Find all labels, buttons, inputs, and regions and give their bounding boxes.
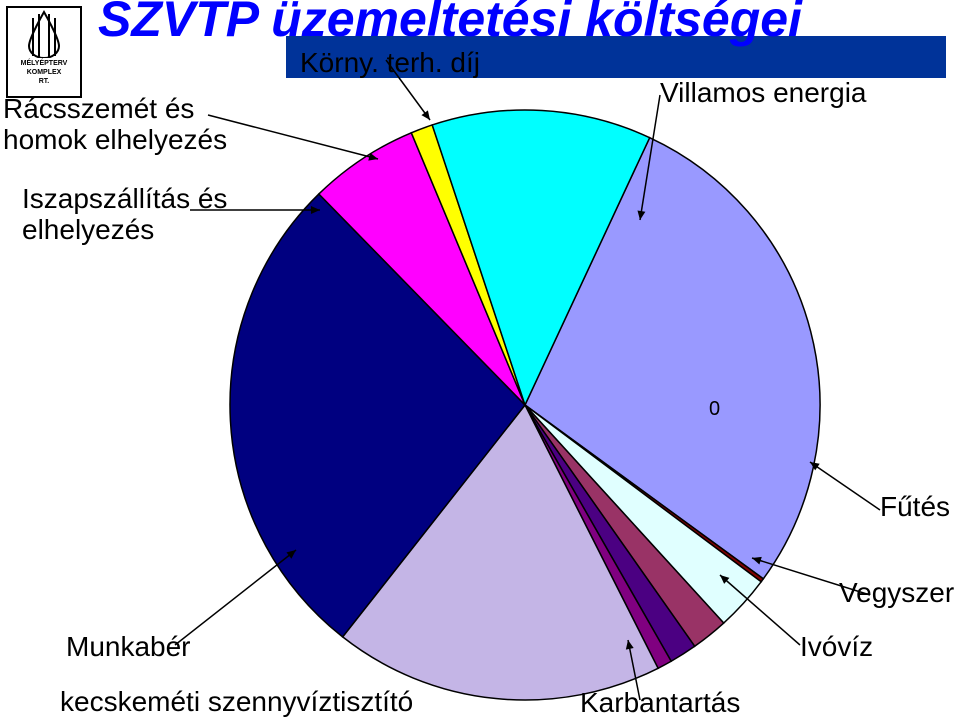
label-ivoviz: Ivóvíz xyxy=(800,632,920,663)
label-karbantartas: Karbantartás xyxy=(580,688,780,718)
leader-munkaber xyxy=(175,550,296,645)
leader-arrow-korny_terh xyxy=(421,110,430,120)
label-racsszemet: Rácsszemét és homok elhelyezés xyxy=(3,94,241,156)
page: SZVTP üzemeltetési költségei MÉLYÉPTERV … xyxy=(0,0,960,718)
leader-futes xyxy=(810,462,880,510)
label-futes: Fűtés xyxy=(880,492,960,523)
label-iszapszallitas: Iszapszállítás és elhelyezés xyxy=(22,184,232,246)
label-korny-terh: Körny. terh. díj xyxy=(300,48,520,79)
label-zero: 0 xyxy=(709,398,739,420)
label-vegyszer: Vegyszer xyxy=(839,578,959,609)
subtitle: kecskeméti szennyvíztisztító xyxy=(60,686,413,718)
label-villamos-energia: Villamos energia xyxy=(660,78,920,109)
label-munkaber: Munkabér xyxy=(66,632,226,663)
